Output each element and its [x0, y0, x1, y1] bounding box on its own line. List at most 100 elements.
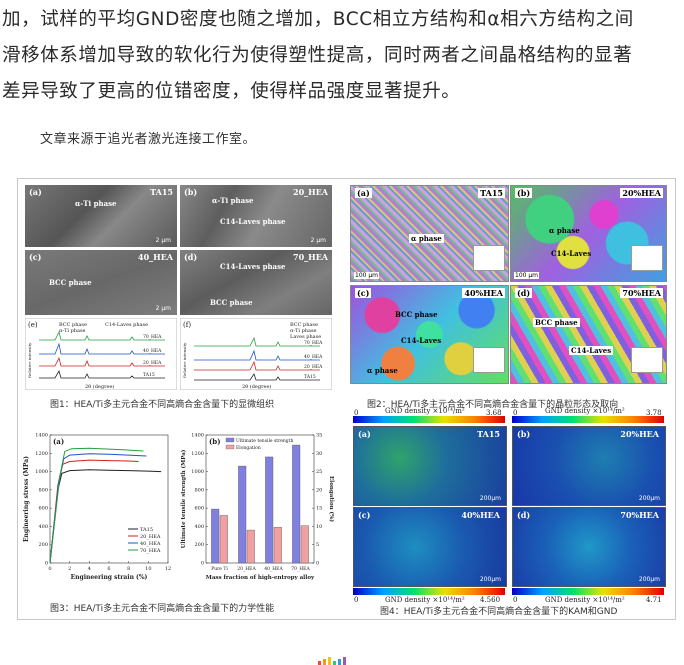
- colorbar-title: GND density ×10¹⁴/m²: [385, 407, 465, 415]
- footer-dot: [333, 661, 336, 665]
- chart-panel-label: (a): [53, 437, 64, 446]
- y-tick-label: 0: [45, 561, 48, 567]
- x-tick-label: 6: [107, 566, 110, 572]
- stress-strain-chart: (a) 0 2 4 6 8 10 12 0 200 400 600 800 1000 1200 1400 Eng…: [23, 433, 171, 582]
- y-tick-label: 1400: [35, 433, 48, 439]
- colorbar-title: GND density ×10¹⁴/m²: [545, 407, 625, 415]
- xrd-ylabel: Relative intensity: [182, 342, 187, 378]
- bar-elongation: [246, 529, 255, 564]
- legend-label: Elongation: [236, 445, 261, 451]
- sem-panel: (d) 70_HEA C14-Laves phase BCC phase: [180, 250, 332, 315]
- bar-elongation: [300, 525, 309, 564]
- xrd-sample: 40_HEA: [143, 348, 162, 354]
- xrd-chart-left: (e) BCC phase α-Ti phase C14-Laves phase…: [25, 318, 177, 390]
- strength-elongation-chart: (b) 0 200 400 600 800 1000 1200 1400 0 5 10 15 20 25 30…: [180, 433, 335, 582]
- colorbar: [353, 588, 505, 595]
- y2-tick-label: 5: [316, 542, 319, 548]
- legend-label: Ultimate tensile strength: [236, 438, 294, 444]
- xrd-sample: TA15: [304, 374, 316, 380]
- y-axis-label: Engineering stress (MPa): [23, 456, 30, 542]
- colorbar: [353, 416, 505, 423]
- legend-entry: BCC phase: [290, 322, 318, 328]
- x-tick-label: 8: [127, 566, 130, 572]
- xrd-right-label: (f): [183, 321, 191, 329]
- ipf-legend: [631, 245, 663, 271]
- legend-label: TA15: [140, 527, 153, 533]
- xrd-chart-right: (f) BCC phase α-Ti phase Laves phase 70_…: [180, 318, 332, 390]
- y-tick-label: 800: [38, 487, 48, 493]
- series-line-70_HEA: [49, 447, 144, 564]
- y2-tick-label: 30: [316, 451, 322, 457]
- y-tick-label: 800: [194, 487, 204, 493]
- y-tick-label: 200: [194, 542, 204, 548]
- article-paragraph: 加，试样的平均GND密度也随之增加，BCC相立方结构和α相六方结构之间 滑移体系…: [2, 2, 682, 110]
- x-tick-label: 4: [88, 566, 91, 572]
- colorbar-max: 3.68: [486, 409, 502, 417]
- ipf-legend: [631, 347, 663, 373]
- colorbar-min: 0: [513, 409, 518, 417]
- y-tick-label: 1000: [191, 469, 204, 475]
- colorbar: [512, 588, 664, 595]
- legend-entry: α-Ti phase: [59, 328, 86, 334]
- xrd-trace: [39, 356, 165, 367]
- legend-label: 70_HEA: [140, 548, 161, 554]
- y-tick-label: 400: [194, 524, 204, 530]
- legend-entry: α-Ti phase: [290, 328, 317, 334]
- x-axis-label: Engineering strain (%): [71, 574, 148, 581]
- y2-tick-label: 35: [316, 433, 322, 439]
- source-note: 文章来源于追光者激光连接工作室。: [40, 132, 257, 147]
- colorbar-title: GND density ×10¹⁴/m²: [385, 596, 465, 604]
- colorbar-max: 4.560: [480, 596, 501, 604]
- legend-swatch: [225, 444, 235, 450]
- legend-entry: C14-Laves phase: [105, 322, 148, 328]
- bar-ultimate-tensile-strength: [211, 508, 220, 564]
- ipf-legend: [473, 245, 505, 271]
- bar-ultimate-tensile-strength: [238, 465, 247, 564]
- legend-entry: BCC phase: [59, 322, 87, 328]
- ebsd-panel: (c) 40%HEA BCC phase C14-Laves α phase: [350, 285, 509, 384]
- xrd-trace: [39, 369, 165, 379]
- y-tick-label: 1200: [35, 451, 48, 457]
- y2-axis-label: Elongation (%): [328, 476, 335, 522]
- footer-dot: [338, 659, 341, 665]
- y-tick-label: 1400: [191, 433, 204, 439]
- x-tick-label: 40_HEA: [264, 566, 283, 572]
- x-tick-label: 20_HEA: [237, 566, 256, 572]
- paragraph-line: 加，试样的平均GND密度也随之增加，BCC相立方结构和α相六方结构之间: [2, 9, 634, 30]
- kam-panel: (c) 40%HEA 200μm: [353, 507, 507, 587]
- y-tick-label: 200: [38, 542, 48, 548]
- x-tick-label: 2: [68, 566, 71, 572]
- ebsd-panel: (b) 20%HEA α phase C14-Laves 100 μm: [510, 185, 667, 282]
- colorbar-min: 0: [354, 596, 359, 604]
- x-tick-label: 70_HEA: [291, 566, 310, 572]
- xrd-sample: 70_HEA: [304, 340, 323, 346]
- xrd-sample: TA15: [143, 372, 155, 378]
- xrd-trace: [194, 336, 320, 347]
- chart-panel-label: (b): [209, 437, 221, 446]
- y2-tick-label: 0: [316, 561, 319, 567]
- colorbar-title: GND density ×10¹⁴/m²: [545, 596, 625, 604]
- xrd-trace: [39, 330, 165, 341]
- x-tick-label: 12: [165, 566, 171, 572]
- figure-caption: 图4：HEA/Ti多主元合金不同高熵合金含量下的KAM和GND: [380, 607, 618, 617]
- xrd-sample: 20_HEA: [304, 364, 323, 370]
- x-tick-label: Pure Ti: [211, 566, 228, 572]
- y-tick-label: 0: [201, 561, 204, 567]
- bar-ultimate-tensile-strength: [292, 444, 301, 564]
- plot-frame: [49, 434, 169, 564]
- xrd-ylabel: Relative intensity: [27, 342, 32, 378]
- xrd-trace: [194, 349, 320, 361]
- colorbar-min: 0: [354, 409, 359, 417]
- xrd-trace: [39, 342, 165, 355]
- bar-ultimate-tensile-strength: [265, 456, 274, 564]
- x-tick-label: 10: [145, 566, 151, 572]
- legend-label: 40_HEA: [140, 541, 161, 547]
- ebsd-panel: (a) TA15 α phase 100 μm: [350, 185, 509, 282]
- ebsd-panel: (d) 70%HEA BCC phase C14-Laves: [510, 285, 667, 384]
- xrd-sample: 40_HEA: [304, 354, 323, 360]
- y2-tick-label: 10: [316, 524, 322, 530]
- y-axis-label: Ultimate tensile strength (MPa): [180, 449, 187, 548]
- y-tick-label: 600: [194, 506, 204, 512]
- sem-panel: (b) 20_HEA α-Ti phase C14-Laves phase 2 …: [180, 185, 332, 247]
- xrd-xlabel: 2θ (degree): [85, 383, 114, 390]
